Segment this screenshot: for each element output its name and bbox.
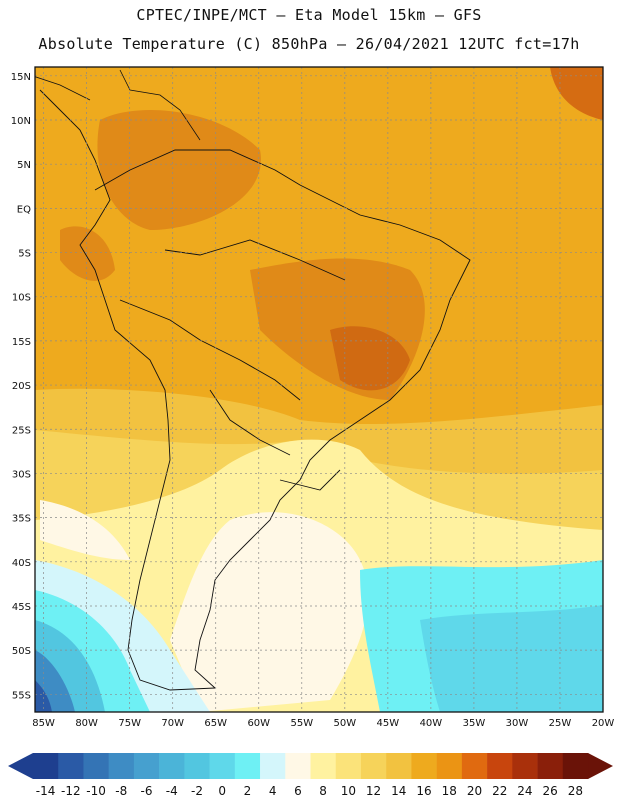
latitude-labels: 15N 10N 5N EQ 5S 10S 15S 20S 25S 30S 35S 40S 45S 50S 5… xyxy=(11,72,31,701)
lon-label: 75W xyxy=(118,718,141,729)
colorbar-swatch xyxy=(159,753,185,779)
colorbar-swatch xyxy=(562,753,589,779)
lat-label: 15S xyxy=(12,337,31,348)
colorbar-swatch xyxy=(436,753,463,779)
colorbar-label: -4 xyxy=(166,784,178,798)
colorbar-swatch xyxy=(461,753,488,779)
lat-label: 5N xyxy=(17,160,31,171)
lon-label: 65W xyxy=(204,718,227,729)
lon-label: 35W xyxy=(463,718,486,729)
lon-label: 40W xyxy=(420,718,443,729)
lat-label: 40S xyxy=(12,558,31,569)
colorbar: -14 -12 -10 -8 -6 -4 -2 0 2 4 6 8 10 12 14 16 18 20 22 24 26… xyxy=(8,753,613,798)
lon-label: 60W xyxy=(247,718,270,729)
lon-label: 30W xyxy=(506,718,529,729)
colorbar-label: -8 xyxy=(115,784,127,798)
colorbar-swatch xyxy=(285,753,311,779)
lat-label: 10S xyxy=(12,293,31,304)
lat-label: 20S xyxy=(12,381,31,392)
colorbar-swatch xyxy=(209,753,236,779)
colorbar-label: -2 xyxy=(191,784,203,798)
colorbar-swatch xyxy=(108,753,135,779)
colorbar-swatch xyxy=(33,753,59,779)
colorbar-swatch xyxy=(83,753,109,779)
lon-label: 70W xyxy=(161,718,184,729)
colorbar-label: 24 xyxy=(517,784,532,798)
colorbar-label: 12 xyxy=(366,784,381,798)
lon-label: 25W xyxy=(549,718,572,729)
colorbar-swatch xyxy=(360,753,387,779)
colorbar-label: 4 xyxy=(269,784,277,798)
map-frame xyxy=(34,66,604,713)
lat-label: EQ xyxy=(17,204,31,215)
lon-label: 50W xyxy=(334,718,357,729)
title-line-1: CPTEC/INPE/MCT – Eta Model 15km – GFS xyxy=(136,6,482,24)
colorbar-label: 2 xyxy=(244,784,252,798)
colorbar-label: -10 xyxy=(86,784,106,798)
colorbar-swatch xyxy=(512,753,538,779)
colorbar-label: 16 xyxy=(416,784,431,798)
lat-label: 15N xyxy=(11,72,31,83)
colorbar-swatch xyxy=(234,753,261,779)
lat-label: 30S xyxy=(12,469,31,480)
colorbar-label: 14 xyxy=(391,784,406,798)
colorbar-label: 18 xyxy=(442,784,457,798)
colorbar-swatch xyxy=(386,753,412,779)
colorbar-label: 10 xyxy=(341,784,356,798)
colorbar-label: -6 xyxy=(141,784,153,798)
colorbar-swatch xyxy=(58,753,84,779)
colorbar-label: 22 xyxy=(492,784,507,798)
lon-label: 85W xyxy=(32,718,55,729)
title-line-2: Absolute Temperature (C) 850hPa – 26/04/… xyxy=(38,35,580,53)
lon-label: 20W xyxy=(592,718,615,729)
lat-label: 55S xyxy=(12,690,31,701)
colorbar-swatch xyxy=(411,753,437,779)
colorbar-swatch xyxy=(133,753,160,779)
temperature-field xyxy=(35,67,603,712)
colorbar-swatch xyxy=(487,753,513,779)
colorbar-label: 0 xyxy=(218,784,226,798)
colorbar-label: 20 xyxy=(467,784,482,798)
lon-label: 45W xyxy=(377,718,400,729)
colorbar-label: 28 xyxy=(568,784,583,798)
lat-label: 35S xyxy=(12,514,31,525)
colorbar-swatch xyxy=(260,753,286,779)
lat-label: 25S xyxy=(12,425,31,436)
colorbar-high-arrow xyxy=(588,753,613,779)
colorbar-label: 6 xyxy=(294,784,302,798)
colorbar-label: 26 xyxy=(543,784,558,798)
lon-label: 80W xyxy=(75,718,98,729)
colorbar-swatch xyxy=(335,753,362,779)
lat-label: 45S xyxy=(12,602,31,613)
lon-label: 55W xyxy=(290,718,313,729)
colorbar-swatch xyxy=(310,753,337,779)
longitude-labels: 85W 80W 75W 70W 65W 60W 55W 50W 45W 40W 35W 30W 25W 2… xyxy=(32,718,614,729)
colorbar-swatch xyxy=(184,753,210,779)
colorbar-label: -14 xyxy=(36,784,56,798)
colorbar-label: -12 xyxy=(61,784,81,798)
colorbar-low-arrow xyxy=(8,753,33,779)
colorbar-swatch xyxy=(537,753,564,779)
colorbar-label: 8 xyxy=(319,784,327,798)
lat-label: 50S xyxy=(12,646,31,657)
lat-label: 10N xyxy=(11,116,31,127)
lat-label: 5S xyxy=(18,249,31,260)
